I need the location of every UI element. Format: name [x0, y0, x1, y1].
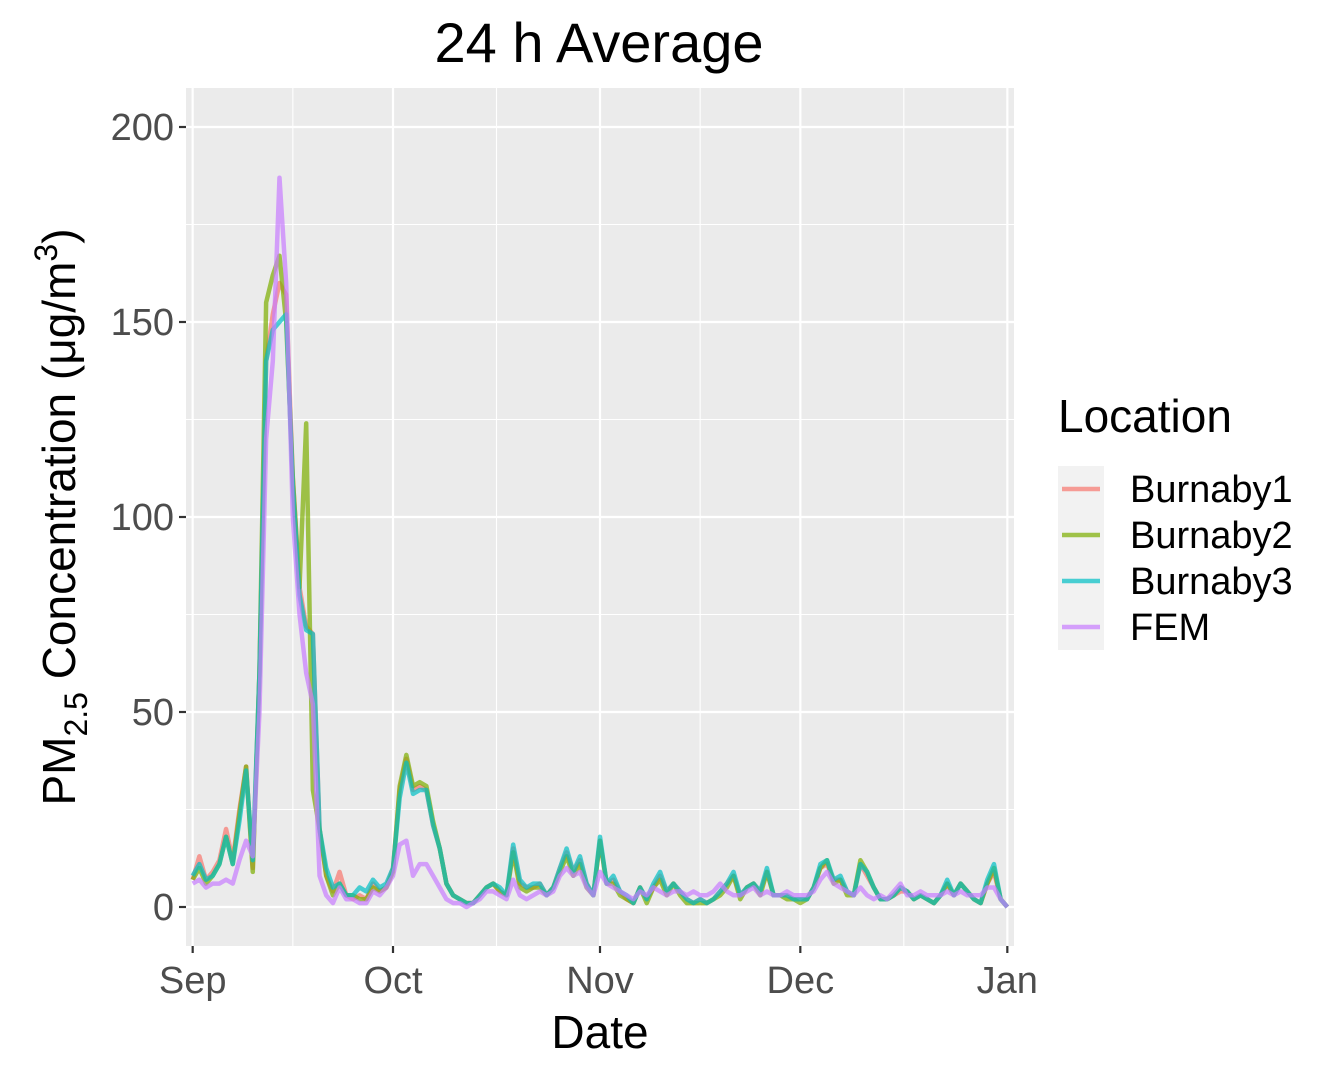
chart-title: 24 h Average — [434, 11, 763, 74]
y-tick-label: 0 — [153, 887, 174, 929]
x-axis: Sep Oct Nov Dec Jan — [159, 946, 1038, 1002]
y-axis-title-unit-close: m — [33, 262, 85, 300]
x-tick-label: Sep — [159, 960, 227, 1002]
y-axis-title-prefix: PM — [33, 737, 85, 806]
legend-label-burnaby2: Burnaby2 — [1130, 515, 1293, 557]
y-axis-title: PM2.5 Concentration (μg/m3) — [28, 228, 94, 805]
legend-label-burnaby3: Burnaby3 — [1130, 561, 1293, 603]
y-axis-title-superscript: 3 — [28, 244, 64, 262]
y-axis-title-unit-slash: / — [33, 300, 85, 313]
x-tick-label: Oct — [363, 960, 423, 1002]
y-axis: 0 50 100 150 200 — [111, 107, 186, 929]
series-line-fem — [191, 175, 1010, 910]
y-axis-title-subscript: 2.5 — [58, 692, 94, 736]
legend-label-burnaby1: Burnaby1 — [1130, 469, 1293, 511]
y-tick-label: 200 — [111, 107, 174, 149]
x-tick-label: Dec — [767, 960, 835, 1002]
y-axis-title-paren-close: ) — [33, 228, 85, 243]
major-gridlines — [186, 88, 1014, 946]
y-tick-label: 100 — [111, 497, 174, 539]
series-line-burnaby3 — [190, 311, 1010, 909]
y-axis-title-unit-open: (μg — [33, 313, 85, 380]
x-tick-label: Jan — [977, 960, 1038, 1002]
series-lines — [190, 175, 1010, 910]
x-tick-label: Nov — [566, 960, 634, 1002]
y-tick-label: 50 — [132, 692, 174, 734]
x-axis-title: Date — [551, 1006, 648, 1058]
y-tick-label: 150 — [111, 302, 174, 344]
legend-label-fem: FEM — [1130, 607, 1210, 649]
y-axis-title-middle: Concentration — [33, 380, 85, 692]
legend-title: Location — [1058, 390, 1232, 442]
